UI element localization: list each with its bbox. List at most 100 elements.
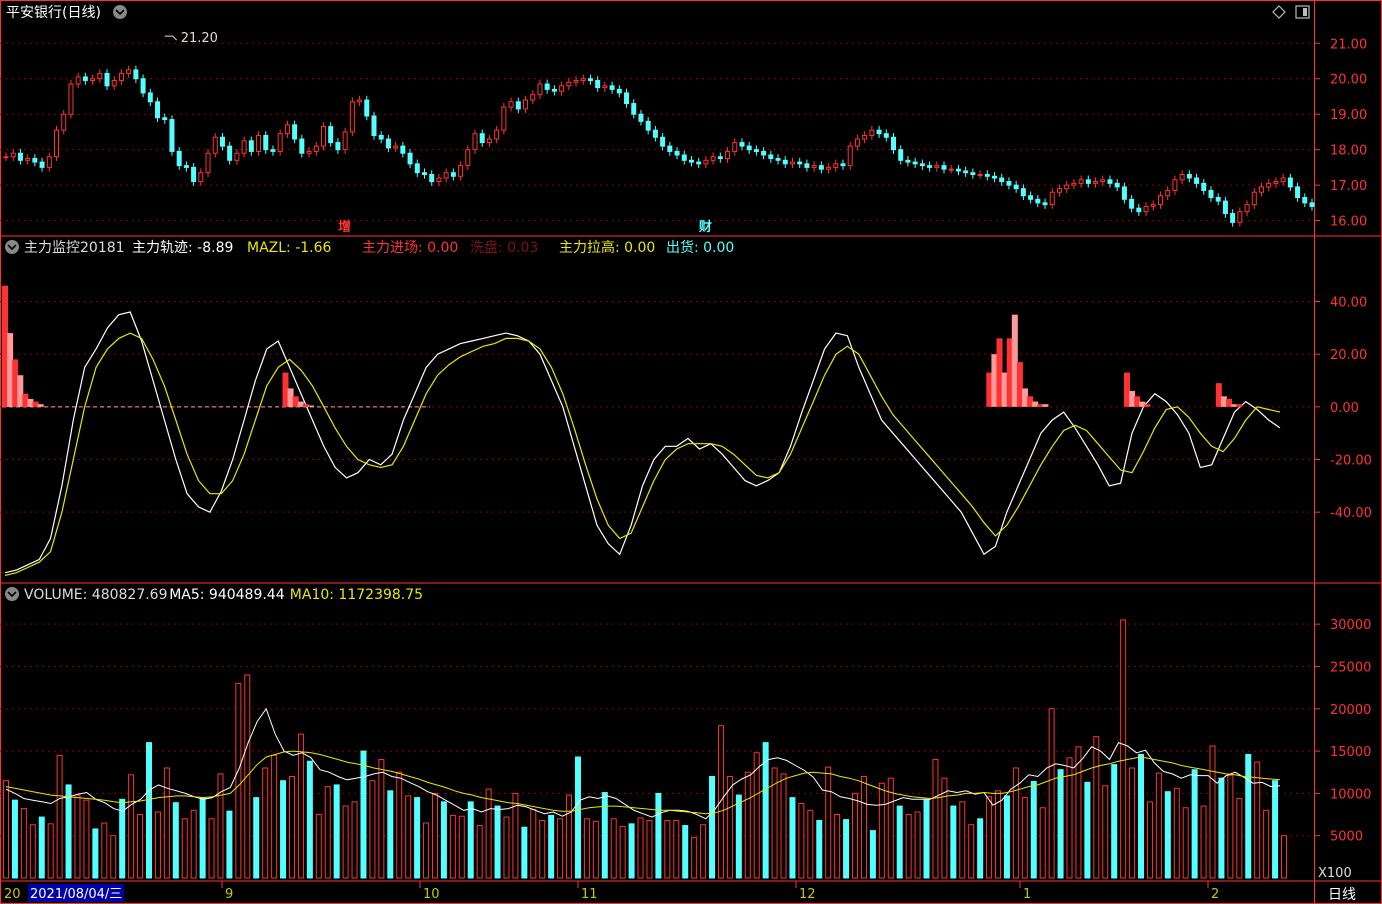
period-label[interactable]: 日线 xyxy=(1328,887,1356,903)
candle xyxy=(256,131,262,156)
volume-bar xyxy=(628,823,635,879)
volume-bar xyxy=(271,754,278,879)
candle-body xyxy=(948,168,954,171)
volume-bar xyxy=(1039,807,1046,879)
candle-body xyxy=(847,145,853,167)
volume-bar xyxy=(637,817,644,879)
candle xyxy=(1179,170,1185,185)
candle-body xyxy=(602,85,608,89)
candle-body xyxy=(941,165,947,170)
candle-body xyxy=(472,133,478,151)
candle-body xyxy=(342,131,348,151)
candle xyxy=(371,111,377,140)
candle xyxy=(674,147,680,160)
candle-body xyxy=(1215,197,1221,202)
diamond-icon[interactable] xyxy=(1272,5,1286,19)
candle-body xyxy=(891,136,897,151)
volume-bar xyxy=(29,824,36,879)
candle-body xyxy=(443,172,449,179)
candle-body xyxy=(984,173,990,177)
candle xyxy=(912,157,918,169)
event-marker: 财 xyxy=(699,219,712,235)
candle-body xyxy=(1266,182,1272,188)
volume-bar xyxy=(20,808,27,879)
volume-bar xyxy=(896,805,903,879)
volume-bar xyxy=(449,814,456,879)
chevron-down-icon[interactable] xyxy=(5,240,19,254)
candle-body xyxy=(61,113,67,131)
volume-bar xyxy=(1030,781,1037,879)
candle-body xyxy=(1114,182,1120,188)
candle-body xyxy=(912,161,918,165)
y-tick-label: 19.00 xyxy=(1330,108,1367,123)
candle-body xyxy=(248,140,254,152)
candle xyxy=(1085,175,1091,188)
volume-bar xyxy=(396,771,403,879)
y-tick-label: 0.00 xyxy=(1330,401,1359,416)
candle xyxy=(1302,193,1308,208)
volume-bar xyxy=(1173,787,1180,879)
volume-bar xyxy=(119,798,126,879)
volume-bar xyxy=(1066,757,1073,879)
candle-body xyxy=(183,165,189,168)
volume-bar xyxy=(83,799,90,879)
candle-body xyxy=(609,85,615,90)
candle-body xyxy=(544,83,550,90)
volume-bar xyxy=(682,825,689,879)
candle xyxy=(429,170,435,186)
candle-body xyxy=(335,142,341,151)
candle-body xyxy=(126,69,132,74)
candle xyxy=(1093,177,1099,188)
candle xyxy=(155,97,161,123)
candle-body xyxy=(1172,179,1178,191)
candle-body xyxy=(1136,207,1142,213)
volume-bar xyxy=(137,814,144,879)
candle-body xyxy=(1186,173,1192,179)
candle xyxy=(328,122,334,147)
volume-bar xyxy=(1200,805,1207,879)
candle-body xyxy=(320,126,326,147)
candle-body xyxy=(299,138,305,154)
candle xyxy=(306,147,312,158)
entry-bar xyxy=(1011,314,1018,407)
candle-body xyxy=(407,152,413,165)
candle-body xyxy=(1179,173,1185,181)
volume-ma10-line xyxy=(5,750,1281,815)
volume-bar xyxy=(387,790,394,879)
volume-bar xyxy=(1048,708,1055,879)
candle-body xyxy=(1258,186,1264,193)
volume-bar xyxy=(378,759,385,879)
volume-bar xyxy=(154,811,161,879)
candle-body xyxy=(1309,202,1315,207)
candle xyxy=(833,159,839,172)
volume-bar xyxy=(1245,753,1252,879)
volume-bar xyxy=(1075,746,1082,879)
volume-bar xyxy=(128,774,135,879)
candle-body xyxy=(90,78,96,82)
candle xyxy=(1230,209,1236,227)
entry-bar xyxy=(1144,404,1151,407)
candle-body xyxy=(429,173,435,183)
candle-body xyxy=(696,161,702,165)
indicator-header: 主力监控20181 xyxy=(5,240,125,256)
candle-body xyxy=(710,156,716,161)
candle-body xyxy=(789,161,795,165)
candle-body xyxy=(450,172,456,177)
volume-bar xyxy=(959,801,966,879)
candle xyxy=(335,138,341,154)
candle-body xyxy=(1071,182,1077,186)
candle xyxy=(1136,203,1142,216)
candle xyxy=(739,138,745,151)
chevron-down-icon[interactable] xyxy=(113,5,127,19)
candle xyxy=(515,97,521,114)
candle-body xyxy=(768,154,774,160)
chevron-down-icon[interactable] xyxy=(5,587,19,601)
candle xyxy=(1114,179,1120,192)
volume-bar xyxy=(825,766,832,879)
candle xyxy=(364,95,370,121)
candle-body xyxy=(1006,181,1012,186)
candle-body xyxy=(739,142,745,147)
panel-toggle-icon[interactable] xyxy=(1295,5,1310,19)
candle-body xyxy=(551,88,557,92)
